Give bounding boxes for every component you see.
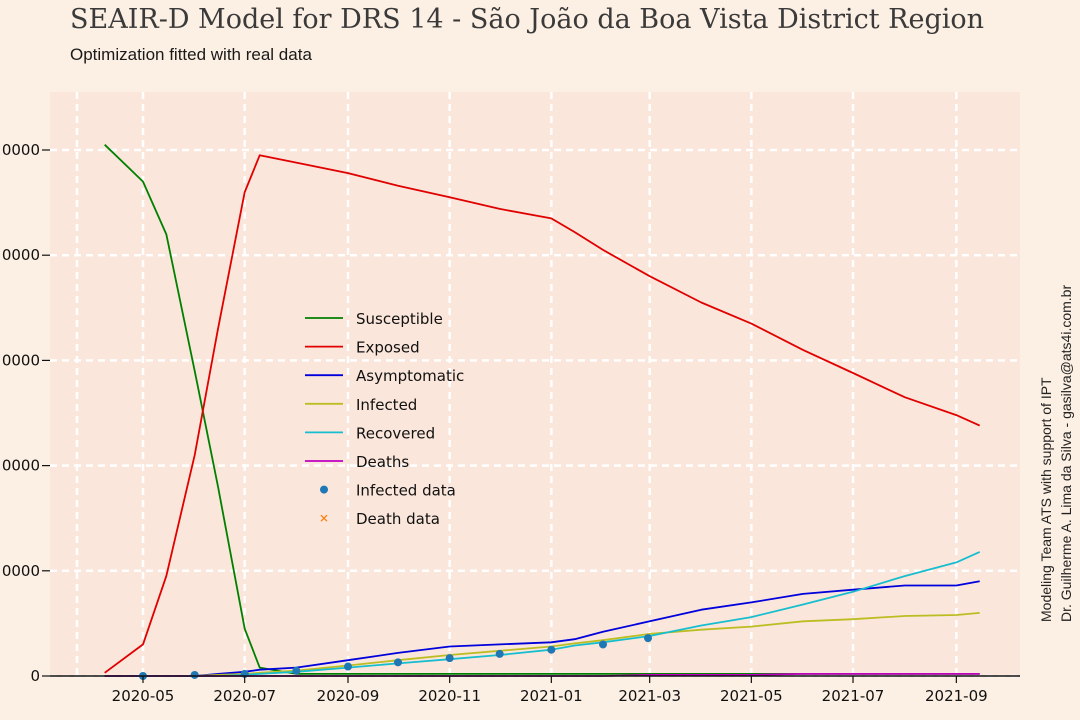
y-tick-label: 0000 xyxy=(2,457,40,475)
legend-label: Susceptible xyxy=(356,310,443,328)
data-point-infected xyxy=(190,670,199,679)
data-point-infected xyxy=(547,645,556,654)
x-tick-label: 2020-11 xyxy=(418,687,481,705)
chart-subtitle: Optimization fitted with real data xyxy=(70,45,312,64)
legend-label: Exposed xyxy=(356,339,420,357)
x-tick-label: 2021-09 xyxy=(925,687,988,705)
scatter-points xyxy=(139,634,653,680)
legend-label: Infected xyxy=(356,396,417,414)
legend-label: Death data xyxy=(356,510,440,528)
series-line-exposed xyxy=(104,154,981,674)
data-point-infected xyxy=(495,649,504,658)
legend-label: Asymptomatic xyxy=(356,367,464,385)
x-tick-label: 2021-05 xyxy=(720,687,783,705)
legend-label: Deaths xyxy=(356,453,409,471)
legend-label: Recovered xyxy=(356,424,435,442)
y-tick-label: 0000 xyxy=(2,246,40,264)
plot-area xyxy=(50,92,1020,676)
chart-title: SEAIR-D Model for DRS 14 - São João da B… xyxy=(70,4,985,35)
x-tick-labels: 2020-05 2020-07 2020-09 2020-11 2021-01 2021-… xyxy=(112,676,988,705)
y-tick-label: 0000 xyxy=(2,351,40,369)
y-tick-label: 0000 xyxy=(2,562,40,580)
data-point-infected xyxy=(292,666,301,675)
x-tick-label: 2021-01 xyxy=(520,687,583,705)
data-point-infected xyxy=(344,662,353,671)
data-point-infected xyxy=(599,640,608,649)
data-point-infected xyxy=(644,634,653,643)
legend-label: Infected data xyxy=(356,482,456,500)
legend-marker-x xyxy=(320,514,328,522)
x-tick-label: 2020-09 xyxy=(317,687,380,705)
legend: Susceptible Exposed Asymptomatic Infected Re… xyxy=(305,310,464,528)
x-tick-label: 2021-03 xyxy=(618,687,681,705)
y-tick-label: 0000 xyxy=(2,141,40,159)
x-tick-label: 2020-05 xyxy=(112,687,175,705)
legend-marker-circle xyxy=(320,485,328,494)
y-tick-label: 0 xyxy=(30,667,40,685)
x-tick-label: 2020-07 xyxy=(213,687,276,705)
x-tick-label: 2021-07 xyxy=(822,687,885,705)
data-point-infected xyxy=(445,654,454,663)
data-point-infected xyxy=(394,658,403,667)
